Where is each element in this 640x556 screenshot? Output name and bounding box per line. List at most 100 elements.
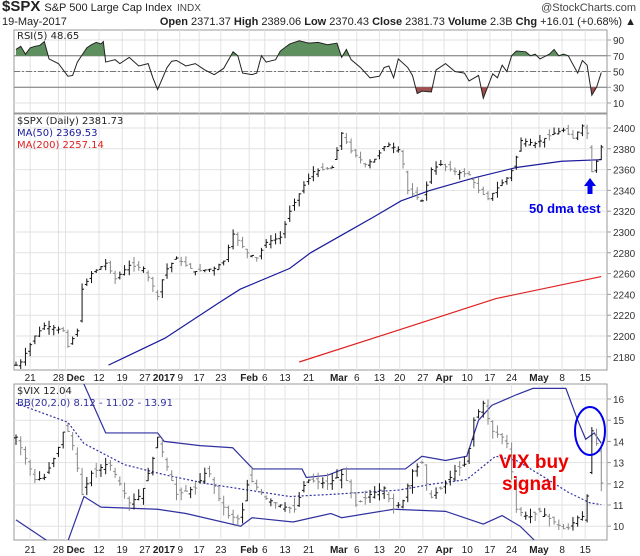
spx-bar xyxy=(18,359,23,369)
vix-bar xyxy=(353,492,358,507)
vix-bar xyxy=(575,515,580,527)
vix-bar xyxy=(566,523,571,530)
bb-line-1 xyxy=(15,402,602,506)
ma50-line xyxy=(108,159,602,366)
spx-bar xyxy=(136,261,141,271)
spx-bar xyxy=(368,159,372,169)
spx-bar xyxy=(32,335,37,345)
vix-bar xyxy=(599,447,604,492)
vix-bar xyxy=(37,471,42,481)
spx-bar xyxy=(254,256,259,262)
vix-bar xyxy=(84,477,89,496)
y-tick-label: 30 xyxy=(613,83,625,94)
spx-bar xyxy=(141,266,146,273)
x-tick-label: 21 xyxy=(303,545,315,556)
chg-label: Chg xyxy=(515,16,538,28)
vix-bar xyxy=(160,439,165,458)
spx-bar xyxy=(575,131,580,141)
vix-bar xyxy=(368,489,372,503)
spx-bar xyxy=(28,342,33,357)
spx-bar xyxy=(405,170,410,195)
vix-bar xyxy=(509,442,514,480)
vix-bar xyxy=(528,508,533,524)
spx-bar xyxy=(547,129,552,141)
spx-bar xyxy=(268,235,273,249)
vix-bar xyxy=(202,467,207,484)
x-tick-label: 15 xyxy=(580,545,592,556)
vix-bar xyxy=(103,457,108,475)
x-tick-label: May xyxy=(529,373,549,384)
spx-bar xyxy=(363,162,368,168)
spx-bar xyxy=(589,145,594,173)
vix-bar xyxy=(438,486,443,490)
spx-bar xyxy=(457,170,462,180)
spx-bar xyxy=(127,260,132,276)
vix-bar xyxy=(56,446,61,457)
y-tick-label: 15 xyxy=(613,416,625,427)
y-tick-label: 2280 xyxy=(613,249,636,260)
vix-bar xyxy=(94,463,99,478)
vix-bar xyxy=(136,489,141,501)
up-arrow-icon xyxy=(584,178,596,194)
vix-plot xyxy=(15,384,602,540)
vix-bar xyxy=(429,490,434,499)
x-tick-label: 21 xyxy=(25,545,37,556)
open-value: 2371.37 xyxy=(191,16,231,28)
vix-bar xyxy=(65,422,70,433)
vix-bar xyxy=(61,431,66,449)
bb-line-0 xyxy=(83,384,602,479)
vix-bar xyxy=(358,500,363,503)
spx-bar xyxy=(297,193,302,207)
spx-bar xyxy=(377,150,382,160)
vix-bar xyxy=(500,433,505,445)
vix-bar xyxy=(221,495,226,516)
spx-bar xyxy=(231,229,236,250)
vix-bar xyxy=(155,436,160,449)
spx-bar xyxy=(358,151,363,164)
ma200-legend: MA(200) 2257.14 xyxy=(17,140,104,151)
vix-bar xyxy=(240,502,245,524)
spx-legend: $SPX (Daily) 2381.73 xyxy=(17,116,124,127)
y-tick-label: 2180 xyxy=(613,353,636,364)
vix-bar xyxy=(292,497,297,513)
vix-bar xyxy=(434,487,439,499)
spx-bar xyxy=(301,181,306,194)
spx-bar xyxy=(146,270,151,282)
spx-bar xyxy=(570,129,575,139)
spx-bar xyxy=(169,262,174,273)
spx-bar xyxy=(155,290,160,301)
spx-bar xyxy=(353,149,358,158)
dma-test-annotation: 50 dma test xyxy=(529,201,601,216)
brand-watermark: @StockCharts.com xyxy=(541,2,636,14)
spx-bar xyxy=(339,132,344,151)
spx-bar xyxy=(396,146,401,153)
y-tick-label: 13 xyxy=(613,459,625,470)
y-tick-label: 10 xyxy=(613,522,625,533)
low-label: Low xyxy=(304,16,327,28)
vix-bar xyxy=(514,476,519,513)
vix-bar xyxy=(150,456,155,476)
x-tick-label: 8 xyxy=(559,373,565,384)
vix-bar xyxy=(372,486,377,499)
x-tick-label: 13 xyxy=(279,373,291,384)
spx-bar xyxy=(221,260,226,266)
spx-bar xyxy=(349,138,354,154)
x-tick-label: 10 xyxy=(462,545,474,556)
vix-bar xyxy=(448,470,453,486)
vix-legend: $VIX 12.04 xyxy=(17,386,72,397)
y-tick-label: 2200 xyxy=(613,332,636,343)
spx-bar xyxy=(216,263,221,271)
x-tick-label: Dec xyxy=(66,545,85,556)
vix-bar xyxy=(179,487,184,501)
spx-bar xyxy=(429,167,434,184)
y-tick-label: 70 xyxy=(613,52,625,63)
vix-bar xyxy=(98,464,103,477)
spx-bar xyxy=(108,260,113,274)
vix-bar xyxy=(51,457,56,468)
vix-bar xyxy=(552,516,557,525)
vix-bar xyxy=(344,467,349,482)
spx-bar xyxy=(410,183,415,197)
spx-bar xyxy=(419,199,424,202)
spx-bar xyxy=(448,160,453,172)
